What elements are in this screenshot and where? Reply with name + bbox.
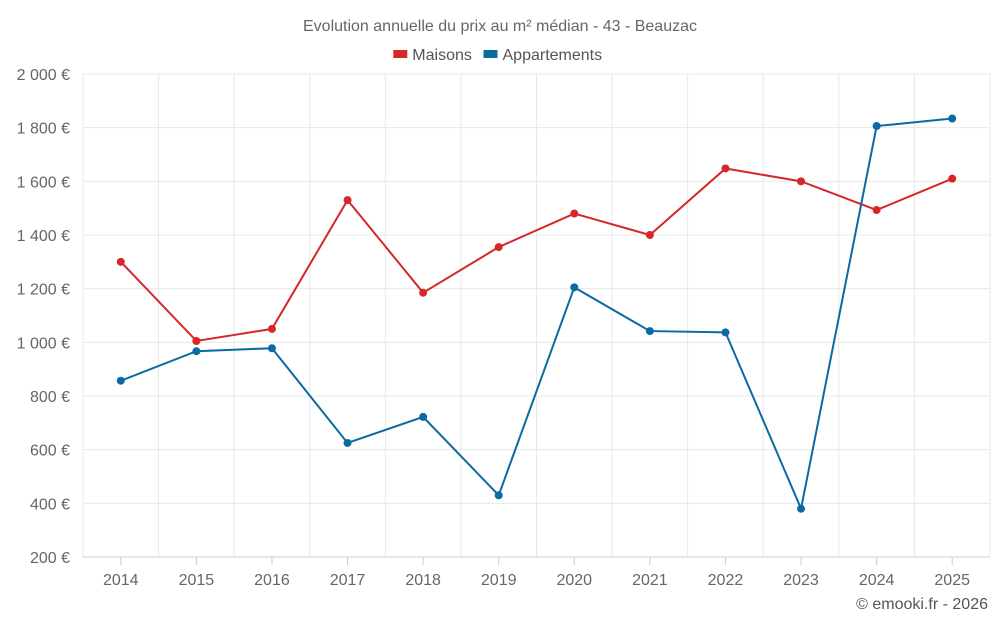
legend-item-maisons[interactable]: Maisons — [393, 47, 472, 64]
data-point[interactable] — [116, 257, 125, 266]
data-point[interactable] — [872, 206, 881, 215]
x-tick-label: 2015 — [179, 572, 215, 589]
y-tick-label: 600 € — [30, 443, 70, 460]
series-line — [120, 117, 953, 513]
y-tick-label: 800 € — [30, 389, 70, 406]
x-tick-label: 2016 — [254, 572, 290, 589]
data-point[interactable] — [570, 209, 579, 218]
y-tick-label: 200 € — [30, 550, 70, 567]
series-line — [120, 167, 953, 343]
x-tick-label: 2019 — [481, 572, 517, 589]
legend-swatch — [483, 50, 498, 58]
grid — [82, 73, 991, 557]
series-maisons — [116, 164, 957, 345]
legend-swatch — [393, 50, 408, 58]
x-tick-label: 2025 — [934, 572, 970, 589]
x-tick-label: 2021 — [632, 572, 668, 589]
legend: Maisons Appartements — [393, 47, 602, 64]
y-tick-label: 1 400 € — [17, 228, 70, 245]
legend-label: Appartements — [503, 47, 603, 64]
data-point[interactable] — [872, 122, 881, 131]
x-tick-label: 2023 — [783, 572, 819, 589]
data-point[interactable] — [645, 327, 654, 336]
data-point[interactable] — [343, 438, 352, 447]
data-point[interactable] — [267, 344, 276, 353]
x-tick-label: 2014 — [103, 572, 139, 589]
data-point[interactable] — [192, 336, 201, 345]
data-point[interactable] — [645, 231, 654, 239]
data-point[interactable] — [797, 504, 806, 513]
data-point[interactable] — [267, 324, 276, 333]
y-tick-label: 2 000 € — [17, 67, 70, 84]
data-point[interactable] — [570, 283, 579, 292]
x-tick-label: 2020 — [556, 572, 592, 589]
y-tick-label: 1 600 € — [17, 174, 70, 191]
legend-label: Maisons — [412, 47, 472, 64]
data-point[interactable] — [721, 328, 730, 337]
credit-text: © emooki.fr - 2026 — [856, 596, 988, 613]
chart-title: Evolution annuelle du prix au m² médian … — [303, 18, 697, 35]
y-tick-label: 400 € — [30, 496, 70, 513]
data-point[interactable] — [494, 243, 503, 252]
series-appartements — [116, 114, 957, 513]
data-point[interactable] — [797, 177, 806, 186]
x-tick-label: 2022 — [708, 572, 744, 589]
y-tick-label: 1 200 € — [17, 282, 70, 299]
data-point[interactable] — [419, 288, 428, 297]
x-tick-label: 2024 — [859, 572, 895, 589]
axes: 200 € 400 € 600 € 800 € 1 000 € 1 200 € 1 400 … — [17, 67, 990, 589]
data-point[interactable] — [419, 412, 428, 421]
data-point[interactable] — [116, 376, 125, 385]
data-point[interactable] — [948, 114, 957, 123]
data-point[interactable] — [721, 164, 730, 173]
data-point[interactable] — [343, 196, 352, 205]
x-tick-label: 2017 — [330, 572, 366, 589]
x-tick-label: 2018 — [405, 572, 441, 589]
y-tick-label: 1 000 € — [17, 335, 70, 352]
y-tick-label: 1 800 € — [17, 121, 70, 138]
legend-item-appartements[interactable]: Appartements — [483, 47, 603, 64]
series-layer — [116, 114, 957, 513]
data-point[interactable] — [494, 491, 503, 500]
data-point[interactable] — [192, 347, 201, 356]
data-point[interactable] — [948, 174, 957, 183]
